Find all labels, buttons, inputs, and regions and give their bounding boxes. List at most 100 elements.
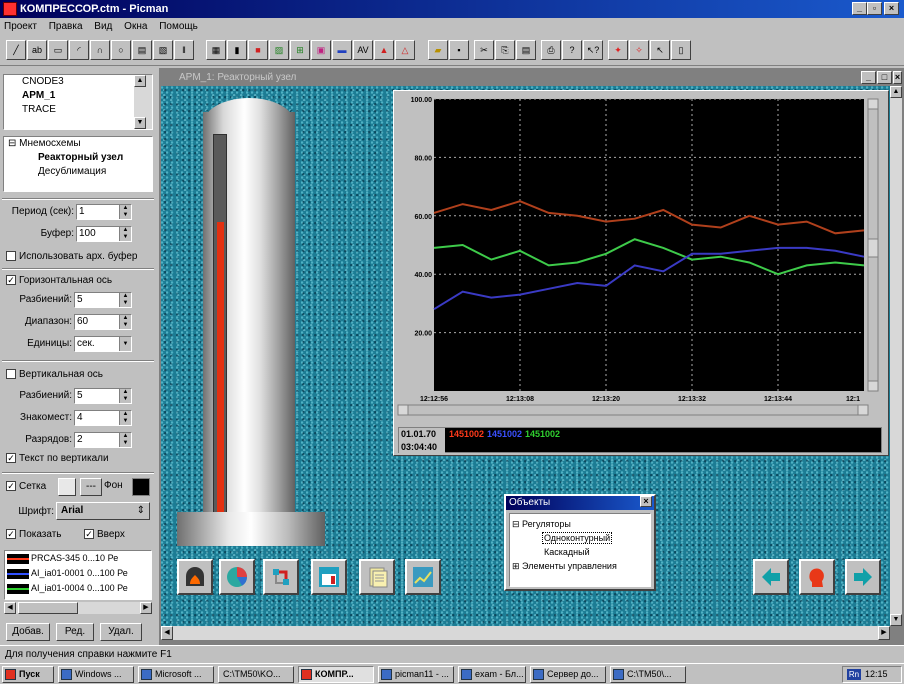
scroll-left-icon[interactable]: ◀: [161, 626, 173, 640]
trend-button[interactable]: [405, 559, 441, 595]
menu-project[interactable]: Проект: [4, 21, 37, 32]
use-arch-buffer-checkbox[interactable]: Использовать арх. буфер: [6, 248, 137, 266]
list-item[interactable]: AI_ia01-0001 0...100 Ре: [5, 566, 151, 581]
scroll-down-icon[interactable]: ▼: [134, 117, 146, 129]
tree-node-selected[interactable]: APM_1: [22, 90, 56, 101]
scroll-thumb[interactable]: [18, 602, 78, 614]
text-tool-icon[interactable]: ab: [27, 40, 47, 60]
checkbox-checked-icon[interactable]: ✓: [6, 481, 16, 492]
line-tool-icon[interactable]: ╱: [6, 40, 26, 60]
horizontal-axis-checkbox[interactable]: ✓ Горизонтальная ось: [6, 272, 112, 290]
spinner-arrows-icon[interactable]: ▲ ▼: [119, 315, 131, 329]
add-button[interactable]: Добав.: [6, 623, 50, 641]
font-select[interactable]: Arial ⇕: [56, 502, 150, 520]
scroll-right-icon[interactable]: ▶: [878, 626, 890, 640]
tree-item-single-loop[interactable]: Одноконтурный: [510, 531, 650, 545]
mdi-close-button[interactable]: ×: [893, 71, 902, 84]
tree-node[interactable]: TRACE: [22, 104, 56, 115]
run-icon[interactable]: ✦: [608, 40, 628, 60]
mdi-vscrollbar[interactable]: ▲ ▼: [890, 86, 902, 626]
mdi-minimize-button[interactable]: _: [861, 71, 876, 84]
bars-tool-icon[interactable]: ‖: [174, 40, 194, 60]
list-item[interactable]: PRCAS-345 0...10 Ре: [5, 551, 151, 566]
expand-icon[interactable]: ⊞: [512, 561, 523, 571]
tree-item-regulators[interactable]: ⊟ Регуляторы: [510, 517, 650, 531]
mdi-hscrollbar[interactable]: ◀ ▶: [161, 626, 890, 640]
button-tool-icon[interactable]: ▤: [132, 40, 152, 60]
clock-tool-icon[interactable]: AV: [353, 40, 373, 60]
tree-node[interactable]: CNODE3: [22, 76, 64, 87]
taskbar-item[interactable]: Windows ...: [58, 666, 134, 683]
scroll-right-icon[interactable]: ▶: [140, 602, 152, 614]
menu-windows[interactable]: Окна: [124, 21, 148, 32]
checkbox-icon[interactable]: [6, 251, 16, 262]
level-gauge[interactable]: [213, 134, 227, 526]
digits-spinner[interactable]: 4 ▲ ▼: [74, 410, 132, 426]
print-icon[interactable]: ⎙: [541, 40, 561, 60]
h-divisions-spinner[interactable]: 5 ▲ ▼: [74, 292, 132, 308]
v-divisions-spinner[interactable]: 5 ▲ ▼: [74, 388, 132, 404]
panel-tool-icon[interactable]: ▮: [227, 40, 247, 60]
arc-tool-icon[interactable]: ◜: [69, 40, 89, 60]
help-icon[interactable]: ?: [562, 40, 582, 60]
scroll-up-icon[interactable]: ▲: [890, 86, 902, 98]
spinner-arrows-icon[interactable]: ▲ ▼: [119, 433, 131, 447]
taskbar-item-active[interactable]: КОМПР...: [298, 666, 374, 683]
meter-tool-icon[interactable]: ■: [248, 40, 268, 60]
menu-help[interactable]: Помощь: [159, 21, 198, 32]
taskbar-item[interactable]: Сервер до...: [530, 666, 606, 683]
minimize-button[interactable]: _: [852, 2, 867, 15]
cut-icon[interactable]: ✂: [474, 40, 494, 60]
back-button[interactable]: [753, 559, 789, 595]
menu-edit[interactable]: Правка: [48, 21, 83, 32]
spinner-arrows-icon[interactable]: ▲ ▼: [119, 411, 131, 425]
ellipse-tool-icon[interactable]: ○: [111, 40, 131, 60]
buffer-spinner[interactable]: 100 ▲ ▼: [76, 226, 132, 242]
grid-color-button[interactable]: [58, 478, 76, 496]
pie-button[interactable]: [219, 559, 255, 595]
chevron-down-icon[interactable]: ▼: [119, 337, 131, 351]
spinner-arrows-icon[interactable]: ▲ ▼: [119, 227, 131, 241]
forward-button[interactable]: [845, 559, 881, 595]
spinner-arrows-icon[interactable]: ▲ ▼: [119, 293, 131, 307]
grid-checkbox[interactable]: ✓ Сетка: [6, 478, 46, 496]
document-button[interactable]: [359, 559, 395, 595]
top-checkbox[interactable]: ✓ Вверх: [84, 526, 125, 544]
scroll-left-icon[interactable]: ◀: [4, 602, 16, 614]
spinner-arrows-icon[interactable]: ▲ ▼: [119, 389, 131, 403]
collapse-icon[interactable]: ⊟: [512, 519, 523, 529]
objects-close-button[interactable]: ×: [640, 496, 652, 507]
page-icon[interactable]: ▯: [671, 40, 691, 60]
spinner-arrows-icon[interactable]: ▲ ▼: [119, 205, 131, 219]
series-hscrollbar[interactable]: ◀ ▶: [4, 602, 152, 614]
bg-color-button[interactable]: [132, 478, 150, 496]
taskbar-item[interactable]: picman11 - ...: [378, 666, 454, 683]
save-icon[interactable]: ▪: [449, 40, 469, 60]
tree-item-cascade[interactable]: Каскадный: [510, 545, 650, 559]
checkbox-checked-icon[interactable]: ✓: [6, 529, 16, 540]
show-checkbox[interactable]: ✓ Показать: [6, 526, 62, 544]
panel-button[interactable]: [311, 559, 347, 595]
text-vertical-checkbox[interactable]: ✓ Текст по вертикали: [6, 450, 109, 468]
scroll-up-icon[interactable]: ▲: [134, 75, 146, 87]
vertical-axis-checkbox[interactable]: Вертикальная ось: [6, 366, 103, 384]
list-item[interactable]: AI_ia01-0004 0...100 Ре: [5, 581, 151, 596]
curve-tool-icon[interactable]: ∩: [90, 40, 110, 60]
scroll-down-icon[interactable]: ▼: [890, 614, 902, 626]
context-help-icon[interactable]: ↖?: [583, 40, 603, 60]
grid-tool-icon[interactable]: ▦: [206, 40, 226, 60]
checkbox-checked-icon[interactable]: ✓: [6, 275, 16, 286]
rect-tool-icon[interactable]: ▭: [48, 40, 68, 60]
paste-icon[interactable]: ▤: [516, 40, 536, 60]
checkbox-checked-icon[interactable]: ✓: [84, 529, 94, 540]
taskbar-item[interactable]: C:\TM50\KO...: [218, 666, 294, 683]
taskbar-item[interactable]: C:\TM50\...: [610, 666, 686, 683]
range-spinner[interactable]: 60 ▲ ▼: [74, 314, 132, 330]
operator-button[interactable]: [799, 559, 835, 595]
stop-icon[interactable]: ✧: [629, 40, 649, 60]
chart-tool-icon[interactable]: ▨: [269, 40, 289, 60]
mnemo-item-reactor[interactable]: Реакторный узел: [38, 152, 124, 163]
decimals-spinner[interactable]: 2 ▲ ▼: [74, 432, 132, 448]
delete-button[interactable]: Удал.: [100, 623, 142, 641]
furnace-button[interactable]: [177, 559, 213, 595]
